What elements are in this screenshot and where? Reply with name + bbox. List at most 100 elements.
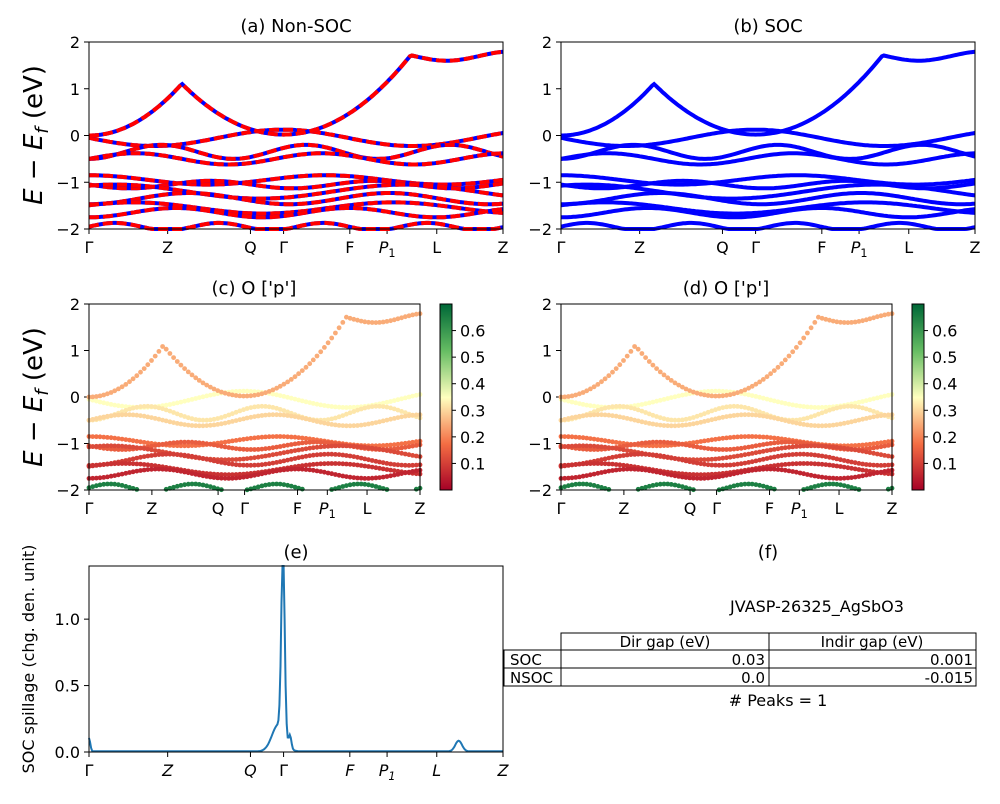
- projection-point: [584, 461, 590, 467]
- colorbar-segment: [912, 421, 924, 423]
- projection-point: [219, 415, 224, 420]
- panel-d-frame: [560, 303, 893, 491]
- projection-point: [263, 470, 268, 476]
- projection-point: [724, 455, 729, 461]
- projection-point: [838, 464, 843, 469]
- projection-point: [94, 463, 99, 468]
- projection-point: [867, 415, 873, 420]
- projection-point: [134, 455, 140, 461]
- projection-point: [200, 423, 206, 429]
- projection-point: [116, 412, 121, 418]
- projection-point: [577, 413, 582, 419]
- projection-point: [373, 320, 379, 325]
- projection-point: [786, 461, 792, 467]
- projection-point: [388, 461, 393, 467]
- colorbar-segment: [912, 479, 924, 481]
- projection-point: [208, 384, 213, 390]
- projection-point: [812, 452, 818, 458]
- projection-point: [599, 444, 604, 450]
- colorbar-segment: [440, 317, 452, 319]
- projection-point: [413, 468, 419, 474]
- projection-point: [163, 418, 169, 424]
- colorbar-segment: [912, 386, 924, 388]
- projection-point: [812, 413, 818, 418]
- projection-point: [105, 401, 110, 406]
- projection-point: [639, 451, 645, 457]
- projection-point: [801, 451, 807, 457]
- colorbar-segment: [912, 350, 924, 352]
- projection-point: [698, 472, 704, 478]
- colorbar-segment: [440, 420, 452, 422]
- projection-point: [595, 444, 601, 449]
- projection-point: [834, 405, 840, 411]
- projection-point: [395, 472, 401, 477]
- projection-point: [167, 451, 173, 457]
- colorbar-segment: [912, 326, 924, 328]
- colorbar-segment: [440, 419, 452, 421]
- projection-point: [757, 434, 762, 440]
- y-tick-label: 1: [542, 80, 552, 99]
- projection-point: [794, 403, 799, 408]
- projection-point: [119, 384, 125, 390]
- projection-point: [410, 412, 415, 418]
- projection-point: [702, 419, 707, 424]
- colorbar-segment: [440, 342, 452, 344]
- projection-point: [580, 473, 586, 479]
- projection-point: [845, 403, 851, 409]
- projection-point: [266, 412, 272, 418]
- projection-point: [643, 467, 648, 473]
- projection-point: [687, 422, 693, 427]
- colorbar-segment: [912, 416, 924, 418]
- projection-point: [402, 413, 408, 419]
- colorbar-segment: [912, 465, 924, 467]
- colorbar-segment: [912, 340, 924, 342]
- projection-point: [399, 414, 404, 420]
- projection-point: [698, 439, 704, 444]
- projection-point: [808, 461, 814, 466]
- projection-point: [141, 467, 147, 473]
- projection-point: [277, 393, 283, 398]
- projection-point: [230, 419, 235, 424]
- colorbar-segment: [912, 481, 924, 483]
- projection-point: [731, 434, 737, 440]
- projection-point: [318, 469, 324, 474]
- projection-point: [222, 460, 228, 466]
- colorbar-segment: [440, 469, 452, 471]
- panel-b-frame: [560, 41, 976, 230]
- projection-point: [683, 475, 689, 480]
- colorbar-segment: [912, 324, 924, 326]
- projection-point: [801, 443, 807, 449]
- projection-point: [735, 482, 740, 488]
- projection-point: [178, 483, 184, 488]
- projection-point: [380, 447, 386, 453]
- projection-point: [299, 440, 305, 446]
- colorbar-segment: [440, 440, 452, 442]
- projection-point: [668, 378, 674, 383]
- y-tick-label: −2: [56, 220, 80, 239]
- projection-point: [599, 457, 604, 463]
- projection-point: [237, 437, 243, 443]
- projection-point: [377, 485, 382, 490]
- projection-point: [794, 440, 799, 445]
- projection-point: [233, 457, 239, 462]
- projection-point: [753, 450, 759, 456]
- projection-point: [808, 404, 814, 410]
- projection-point: [299, 486, 305, 492]
- projection-point: [709, 471, 715, 477]
- colorbar-segment: [912, 401, 924, 403]
- projection-point: [395, 407, 401, 413]
- projection-point: [226, 439, 232, 444]
- colorbar-segment: [912, 470, 924, 472]
- projection-point: [577, 435, 582, 440]
- projection-point: [270, 460, 276, 466]
- projection-point: [314, 444, 320, 450]
- colorbar-segment: [440, 369, 452, 371]
- projection-point: [366, 476, 371, 481]
- projection-point: [812, 423, 818, 428]
- projection-point: [705, 457, 711, 462]
- projection-point: [130, 376, 136, 382]
- projection-point: [885, 392, 891, 398]
- projection-point: [874, 440, 880, 446]
- colorbar-segment: [440, 352, 452, 354]
- projection-point: [566, 475, 571, 481]
